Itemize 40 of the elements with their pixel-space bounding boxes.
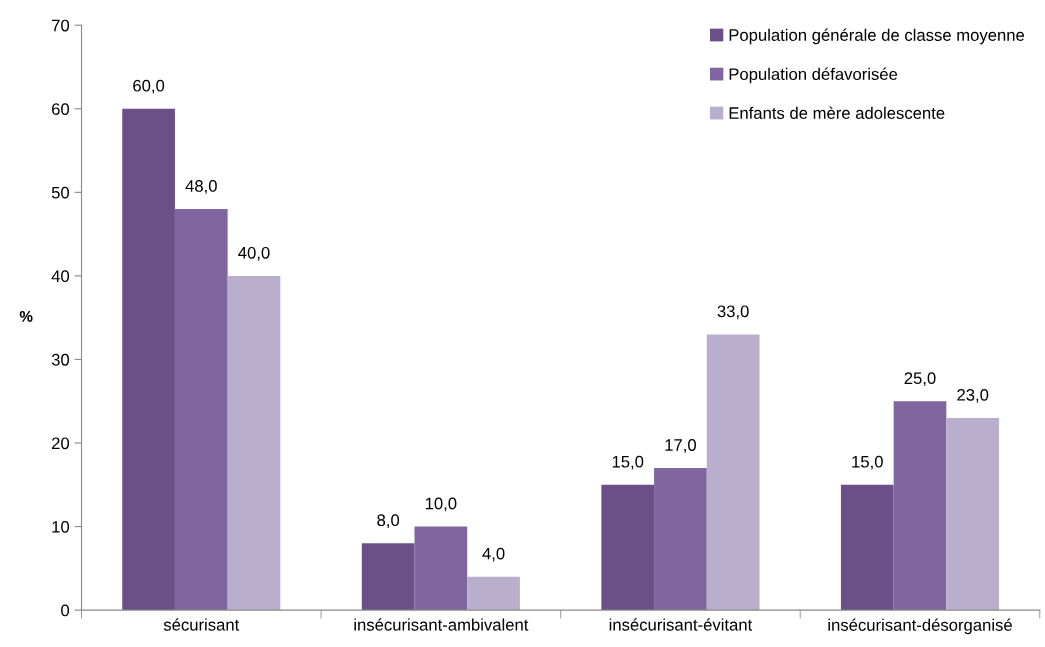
bar xyxy=(946,417,1000,611)
data-label: 4,0 xyxy=(482,547,505,562)
data-label: 40,0 xyxy=(238,246,270,261)
x-tick-label: insécurisant-ambivalent xyxy=(354,618,529,631)
data-label: 8,0 xyxy=(377,514,400,529)
bar xyxy=(601,484,655,611)
bar xyxy=(840,484,894,611)
data-label: 10,0 xyxy=(425,497,457,512)
x-tick-label: insécurisant-désorganisé xyxy=(828,618,1012,635)
y-tick-label: 10 xyxy=(52,520,70,533)
x-tick-label: insécurisant-évitant xyxy=(609,618,753,631)
bar xyxy=(654,468,707,611)
bar xyxy=(414,526,468,611)
bar xyxy=(174,209,228,611)
y-tick-label: 30 xyxy=(51,353,70,366)
bar xyxy=(361,543,415,611)
y-tick-label: 70 xyxy=(52,19,70,32)
y-tick-label: 20 xyxy=(52,437,70,450)
bar xyxy=(706,334,760,611)
y-tick-label: 50 xyxy=(51,186,70,199)
y-axis-title: % xyxy=(19,311,33,322)
y-tick-label: 0 xyxy=(61,604,70,617)
legend-label: Population générale de classe moyenne xyxy=(729,28,1025,45)
data-label: 23,0 xyxy=(957,388,989,403)
data-label: 60,0 xyxy=(133,79,165,94)
bar xyxy=(227,275,281,611)
data-label: 48,0 xyxy=(185,180,217,194)
y-tick-label: 60 xyxy=(52,103,70,115)
data-label: 17,0 xyxy=(665,439,696,453)
legend-label: Population défavorisée xyxy=(729,67,898,84)
x-tick-label: sécurisant xyxy=(163,618,240,631)
data-label: 33,0 xyxy=(717,305,749,320)
data-label: 15,0 xyxy=(612,455,644,470)
data-label: 25,0 xyxy=(904,372,936,387)
y-tick-label: 40 xyxy=(51,270,70,283)
bar xyxy=(467,576,520,611)
data-label: 15,0 xyxy=(852,455,883,470)
bar xyxy=(893,401,947,611)
bar xyxy=(122,108,175,611)
legend-label: Enfants de mère adolescente xyxy=(729,106,945,119)
